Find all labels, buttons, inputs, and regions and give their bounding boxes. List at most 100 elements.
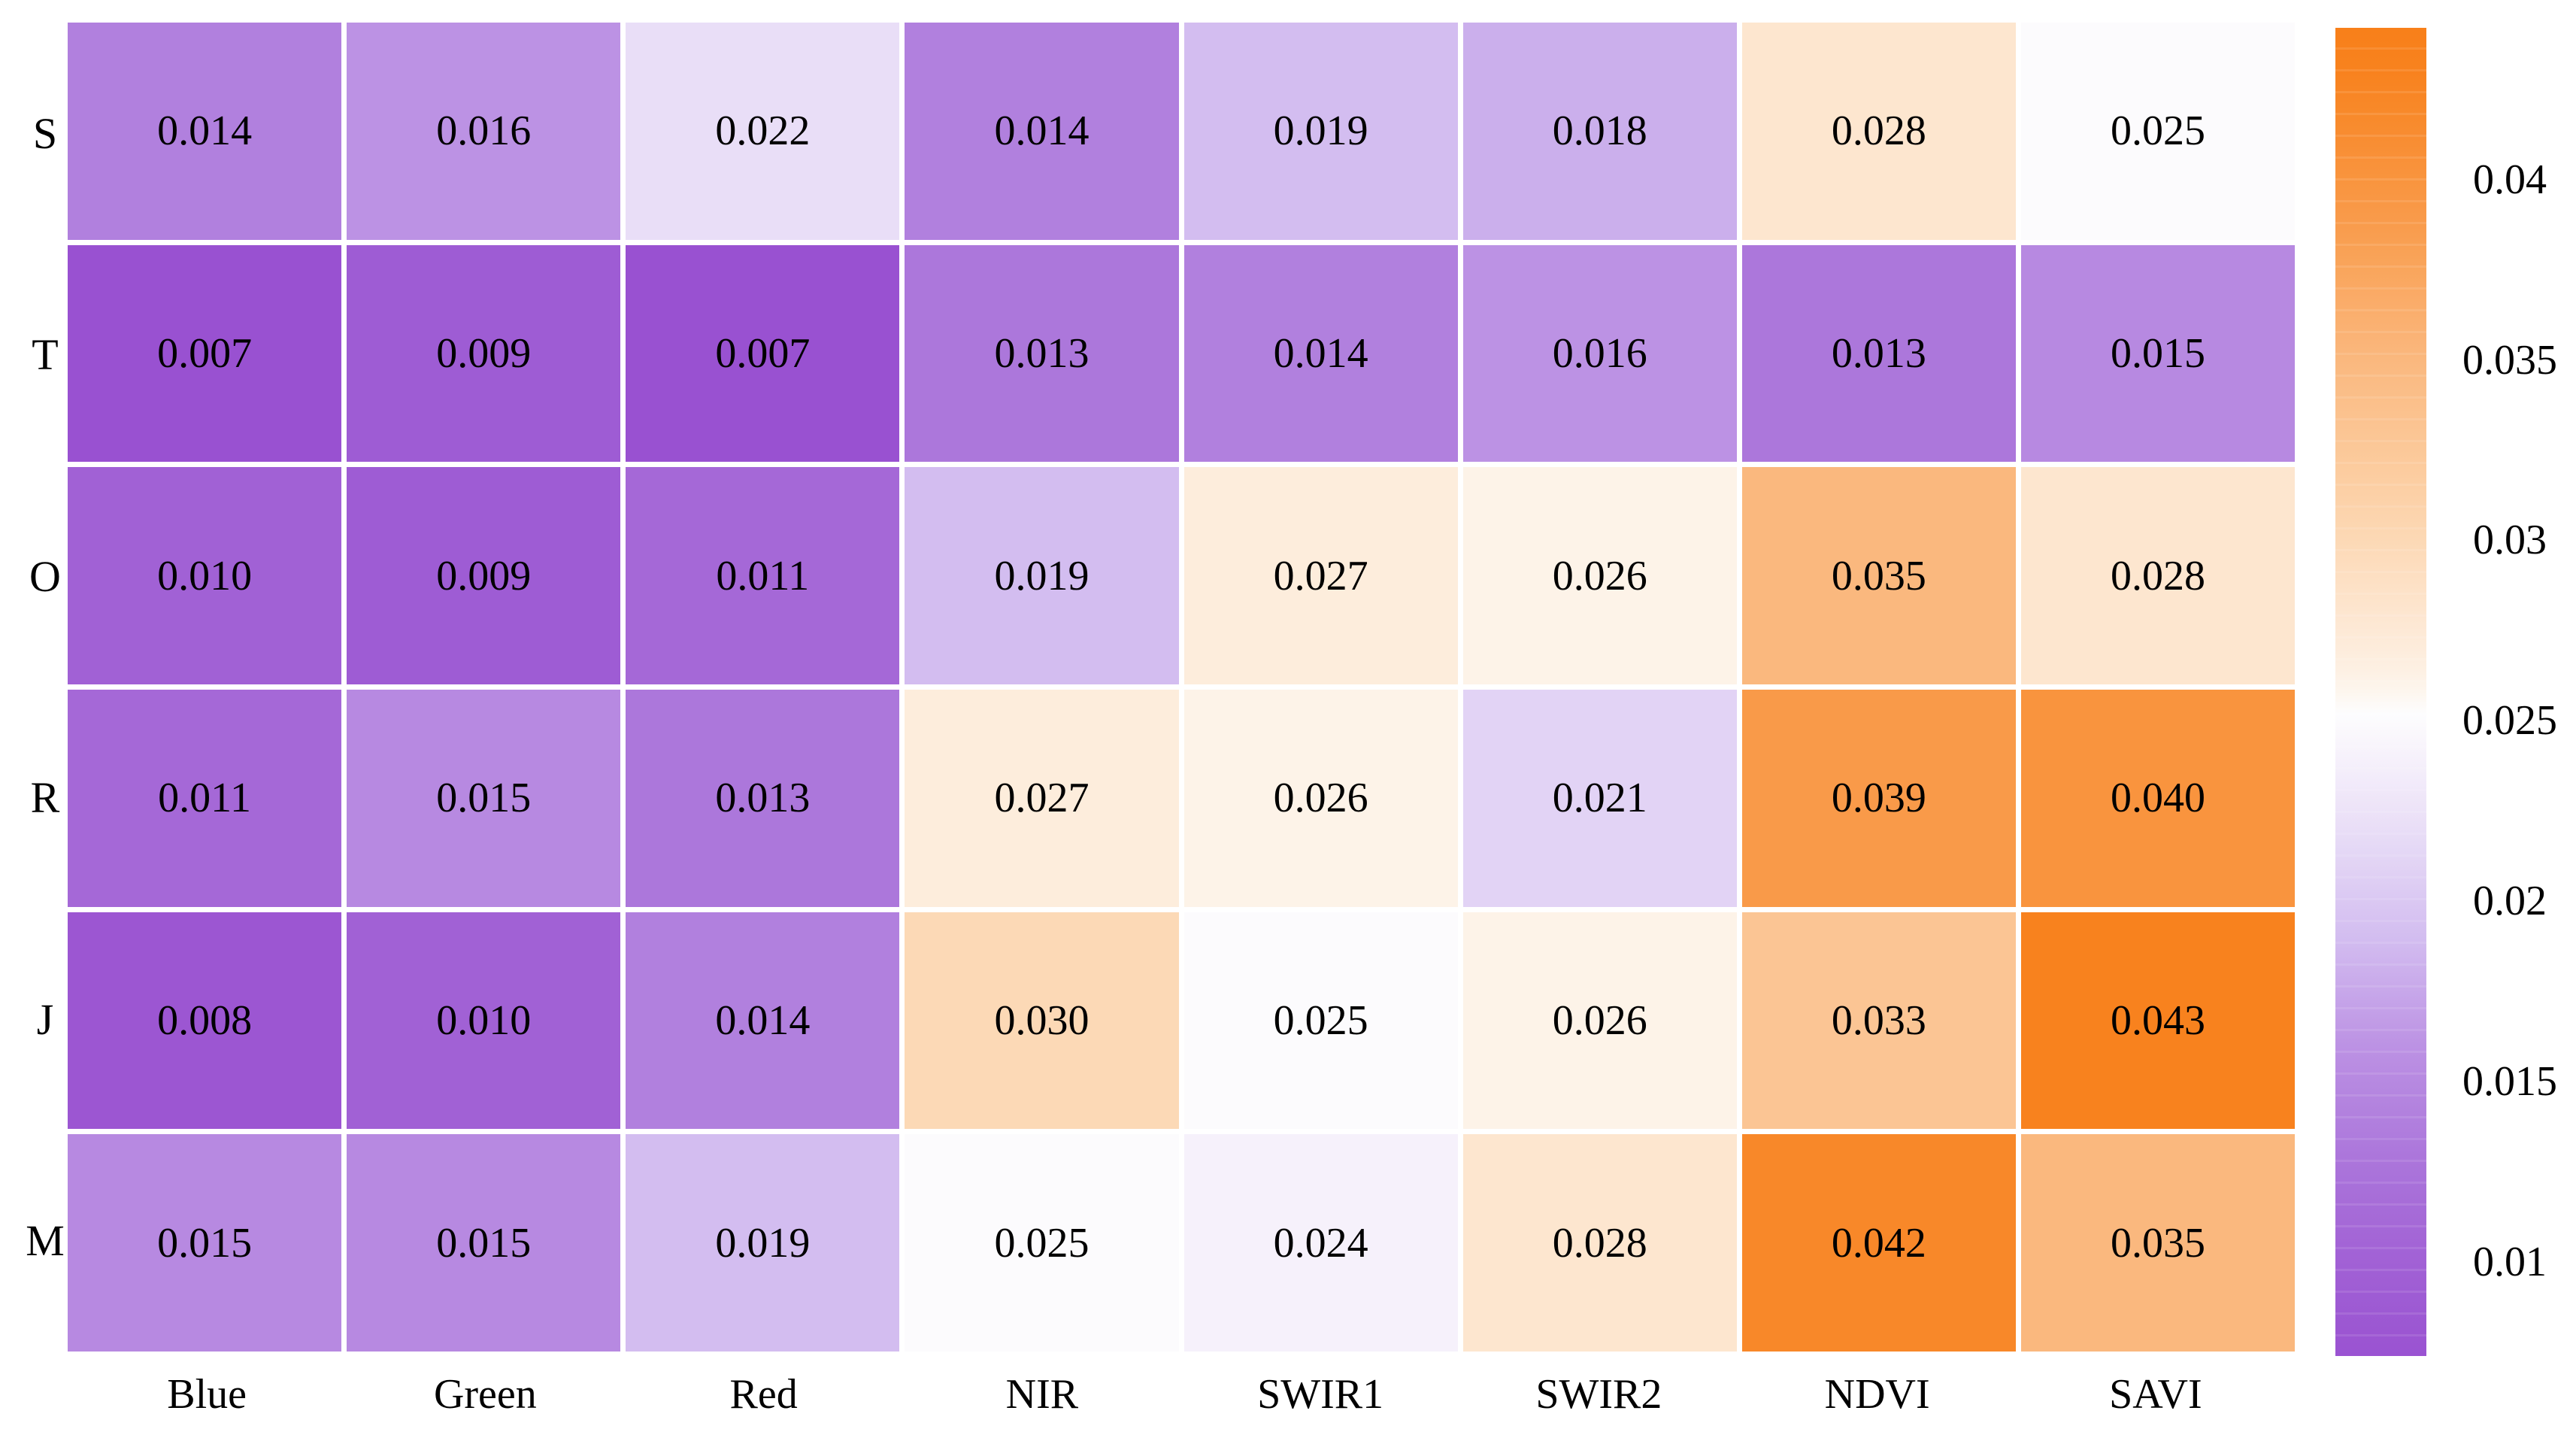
colorbar-tick-label: 0.015: [2462, 1058, 2557, 1106]
cell-value: 0.026: [1273, 775, 1368, 822]
cell-value: 0.007: [157, 329, 253, 377]
cell-value: 0.014: [157, 108, 253, 155]
row-axis: S T O R J M: [8, 23, 83, 1352]
heatmap-cell: 0.028: [1741, 23, 2016, 240]
heatmap-cell: 0.016: [1462, 244, 1737, 463]
heatmap-cell: 0.010: [347, 912, 621, 1130]
cell-value: 0.015: [436, 775, 532, 822]
row-label: S: [32, 108, 58, 158]
heatmap-cell: 0.016: [347, 23, 621, 240]
heatmap-cell: 0.042: [1741, 1134, 2016, 1352]
heatmap-cell: 0.013: [905, 244, 1179, 463]
cell-value: 0.019: [1273, 108, 1368, 155]
cell-value: 0.019: [715, 1219, 811, 1267]
column-label: Blue: [167, 1371, 247, 1418]
heatmap-cell: 0.033: [1741, 912, 2016, 1130]
column-label: NDVI: [1824, 1371, 1930, 1418]
colorbar-tick-label: 0.01: [2473, 1239, 2547, 1286]
heatmap-cell: 0.026: [1183, 689, 1458, 907]
cell-value: 0.007: [715, 329, 811, 377]
cell-value: 0.013: [994, 329, 1089, 377]
cell-value: 0.035: [2110, 1219, 2205, 1267]
colorbar-tick-label: 0.02: [2473, 878, 2547, 925]
cell-value: 0.013: [1831, 329, 1926, 377]
cell-value: 0.018: [1552, 108, 1647, 155]
heatmap-cell: 0.014: [1183, 244, 1458, 463]
heatmap-cell: 0.014: [68, 23, 342, 240]
heatmap-cell: 0.015: [347, 1134, 621, 1352]
cell-value: 0.025: [1273, 997, 1368, 1044]
cell-value: 0.030: [994, 997, 1089, 1044]
cell-value: 0.026: [1552, 997, 1647, 1044]
cell-value: 0.009: [436, 552, 532, 599]
cell-value: 0.014: [994, 108, 1089, 155]
heatmap-cell: 0.019: [1183, 23, 1458, 240]
colorbar: [2335, 28, 2426, 1356]
heatmap-cell: 0.007: [68, 244, 342, 463]
column-label: Red: [729, 1371, 798, 1418]
heatmap-cell: 0.011: [626, 467, 900, 684]
heatmap-cell: 0.027: [905, 689, 1179, 907]
colorbar-tick-label: 0.025: [2462, 697, 2557, 745]
cell-value: 0.042: [1831, 1219, 1926, 1267]
cell-value: 0.011: [716, 552, 810, 599]
cell-value: 0.010: [157, 552, 253, 599]
cell-value: 0.043: [2110, 997, 2205, 1044]
cell-value: 0.022: [715, 108, 811, 155]
heatmap-cell: 0.014: [626, 912, 900, 1130]
cell-value: 0.039: [1831, 775, 1926, 822]
column-label: SAVI: [2109, 1371, 2202, 1418]
row-label: J: [36, 994, 54, 1044]
heatmap-cell: 0.043: [2020, 912, 2295, 1130]
cell-value: 0.010: [436, 997, 532, 1044]
heatmap-cell: 0.015: [2020, 244, 2295, 463]
heatmap-cell: 0.026: [1462, 912, 1737, 1130]
colorbar-tick-label: 0.03: [2473, 517, 2547, 564]
colorbar-gradient: [2335, 28, 2426, 1356]
cell-value: 0.028: [1831, 108, 1926, 155]
cell-value: 0.021: [1552, 775, 1647, 822]
column-label: SWIR1: [1257, 1371, 1384, 1418]
heatmap-grid: 0.014 0.016 0.022 0.014 0.019 0.018 0.028 0.025…: [68, 23, 2295, 1352]
cell-value: 0.015: [436, 1219, 532, 1267]
column-label: Green: [433, 1371, 537, 1418]
heatmap-cell: 0.027: [1183, 467, 1458, 684]
heatmap-cell: 0.025: [2020, 23, 2295, 240]
heatmap-cell: 0.013: [626, 689, 900, 907]
heatmap-cell: 0.007: [626, 244, 900, 463]
row-label: O: [29, 551, 61, 601]
heatmap-cell: 0.011: [68, 689, 342, 907]
heatmap-cell: 0.025: [1183, 912, 1458, 1130]
cell-value: 0.015: [2110, 329, 2205, 377]
heatmap-cell: 0.014: [905, 23, 1179, 240]
column-label: SWIR2: [1535, 1371, 1662, 1418]
colorbar-tick-labels: 0.04 0.035 0.03 0.025 0.02 0.015 0.01: [2436, 28, 2576, 1356]
cell-value: 0.011: [158, 775, 252, 822]
cell-value: 0.027: [1273, 552, 1368, 599]
cell-value: 0.013: [715, 775, 811, 822]
heatmap-cell: 0.019: [626, 1134, 900, 1352]
cell-value: 0.009: [436, 329, 532, 377]
heatmap-cell: 0.028: [1462, 1134, 1737, 1352]
heatmap-cell: 0.008: [68, 912, 342, 1130]
row-label: T: [32, 330, 59, 380]
cell-value: 0.028: [2110, 552, 2205, 599]
cell-value: 0.025: [2110, 108, 2205, 155]
heatmap-cell: 0.026: [1462, 467, 1737, 684]
heatmap-cell: 0.019: [905, 467, 1179, 684]
cell-value: 0.027: [994, 775, 1089, 822]
heatmap-cell: 0.021: [1462, 689, 1737, 907]
row-label: M: [26, 1216, 65, 1266]
heatmap-cell: 0.009: [347, 244, 621, 463]
heatmap-cell: 0.015: [68, 1134, 342, 1352]
cell-value: 0.014: [1273, 329, 1368, 377]
column-axis: Blue Green Red NIR SWIR1 SWIR2 NDVI SAVI: [68, 1363, 2295, 1426]
cell-value: 0.033: [1831, 997, 1926, 1044]
heatmap-cell: 0.022: [626, 23, 900, 240]
cell-value: 0.040: [2110, 775, 2205, 822]
colorbar-tick-label: 0.035: [2462, 336, 2557, 384]
row-label: R: [30, 773, 60, 823]
colorbar-banding: [2335, 28, 2426, 1356]
heatmap-cell: 0.039: [1741, 689, 2016, 907]
